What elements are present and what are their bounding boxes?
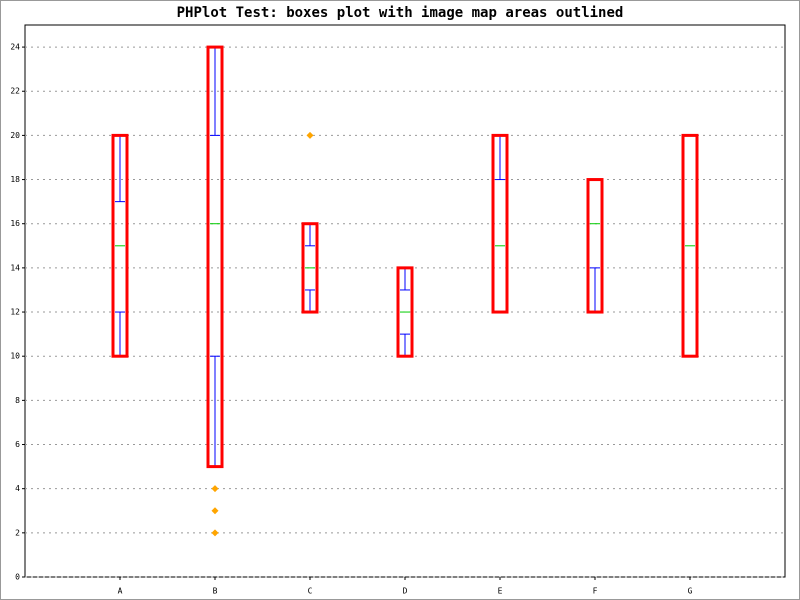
outlier	[211, 485, 219, 493]
image-map-area	[301, 222, 319, 314]
x-tick-label: C	[308, 587, 313, 596]
y-tick-label: 8	[15, 396, 20, 405]
y-tick-label: 14	[10, 263, 20, 272]
outlier	[211, 529, 219, 537]
y-tick-label: 22	[10, 87, 20, 96]
x-tick-label: G	[688, 587, 693, 596]
outlier	[306, 131, 314, 139]
x-tick-label: D	[403, 587, 408, 596]
x-tick-label: B	[213, 587, 218, 596]
image-map-area	[396, 266, 414, 358]
y-tick-label: 20	[10, 131, 20, 140]
y-tick-label: 4	[15, 484, 20, 493]
x-tick-label: E	[498, 587, 503, 596]
image-map-area	[681, 133, 699, 358]
image-map-area	[491, 133, 509, 314]
x-tick-label: F	[593, 587, 598, 596]
y-tick-label: 18	[10, 175, 20, 184]
y-tick-label: 0	[15, 573, 20, 582]
image-map-area	[206, 45, 224, 469]
image-map-area	[111, 133, 129, 358]
outlier	[211, 507, 219, 515]
y-tick-label: 2	[15, 528, 20, 537]
y-tick-label: 12	[10, 308, 20, 317]
x-tick-label: A	[118, 587, 123, 596]
image-map-area	[586, 178, 604, 314]
chart-title: PHPlot Test: boxes plot with image map a…	[177, 5, 624, 21]
y-tick-label: 24	[10, 43, 20, 52]
y-tick-label: 16	[10, 219, 20, 228]
y-tick-label: 6	[15, 440, 20, 449]
y-tick-label: 10	[10, 352, 20, 361]
